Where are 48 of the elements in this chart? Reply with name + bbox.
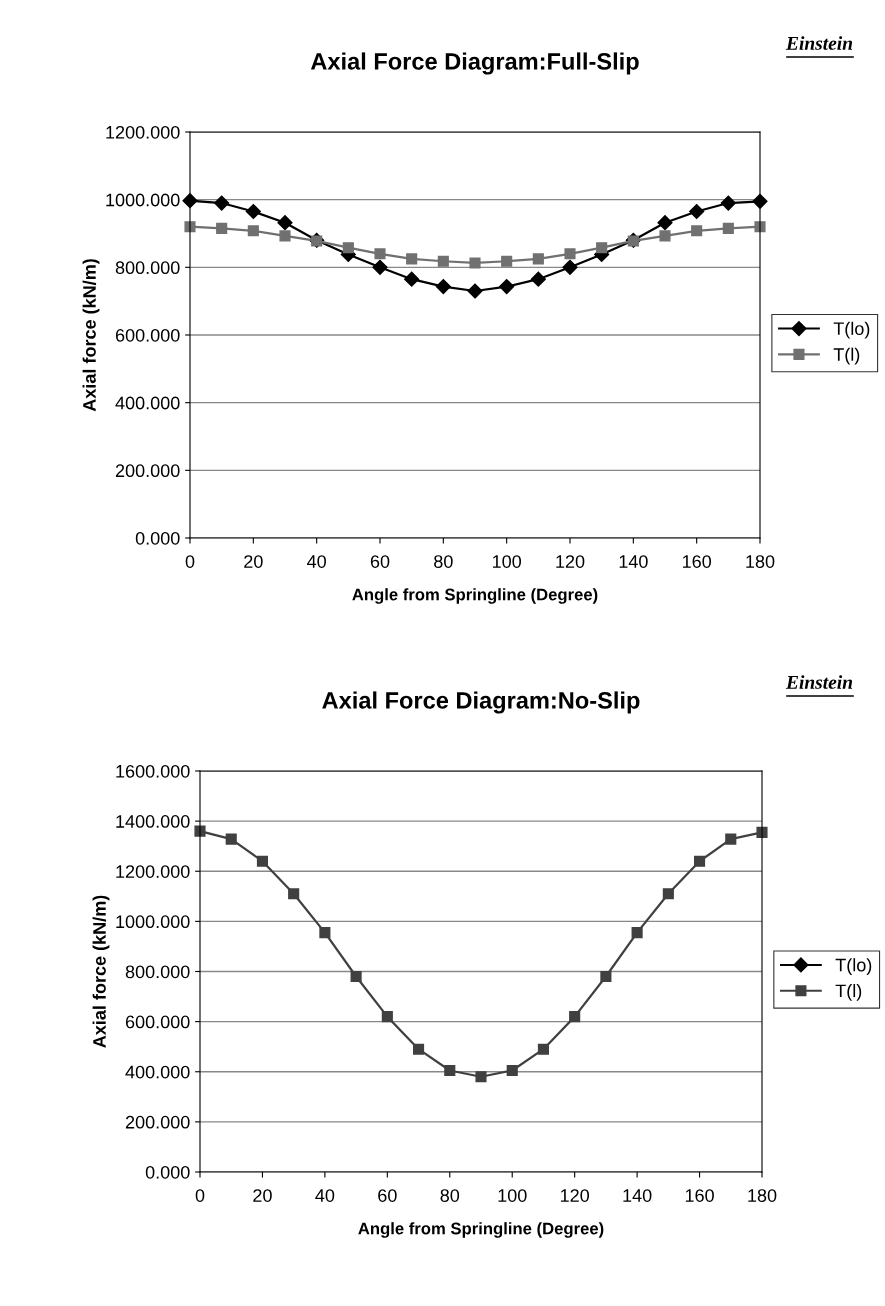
x-tick-label: 120	[560, 1189, 590, 1202]
x-axis-title: Angle from Springline (Degree)	[352, 588, 598, 604]
y-tick-label: 400.000	[125, 1065, 190, 1079]
chart-title: Axial Force Diagram:No-Slip	[322, 691, 640, 714]
x-tick-label: 20	[253, 1189, 272, 1202]
x-tick-label: 100	[492, 555, 522, 568]
x-tick-label: 100	[498, 1189, 527, 1202]
x-tick-label: 80	[440, 1189, 460, 1202]
y-tick-label: 1000.000	[106, 193, 180, 207]
x-tick-label: 40	[307, 555, 326, 568]
x-tick-label: 60	[370, 555, 390, 568]
x-tick-label: 0	[185, 555, 195, 568]
x-tick-label: 140	[619, 555, 648, 568]
x-tick-label: 160	[685, 1189, 714, 1202]
legend-label: T(lo)	[833, 321, 870, 339]
y-tick-label: 200.000	[125, 1115, 190, 1129]
y-tick-label: 1000.000	[116, 915, 190, 929]
y-tick-label: 1200.000	[116, 865, 190, 878]
x-tick-label: 180	[748, 1189, 777, 1202]
x-tick-label: 140	[623, 1189, 652, 1202]
x-axis-title: Angle from Springline (Degree)	[358, 1222, 604, 1238]
y-tick-label: 0.000	[135, 531, 180, 545]
x-tick-label: 0	[195, 1189, 205, 1202]
x-tick-label: 60	[378, 1189, 397, 1202]
text: Einstein	[785, 675, 853, 689]
legend-label: T(lo)	[835, 958, 872, 975]
y-tick-label: 1600.000	[116, 764, 190, 778]
y-tick-label: 200.000	[115, 464, 180, 478]
y-axis-title: Axial force (kN/m)	[92, 895, 110, 1048]
y-tick-label: 1400.000	[116, 815, 190, 828]
y-tick-label: 600.000	[125, 1015, 190, 1029]
legend-label: T(l)	[833, 347, 860, 365]
chart-title: Axial Force Diagram:Full-Slip	[310, 52, 639, 75]
legend-label: T(l)	[835, 984, 862, 1001]
x-tick-label: 160	[682, 555, 712, 568]
x-tick-label: 120	[556, 555, 585, 568]
x-tick-label: 20	[244, 555, 263, 568]
y-tick-label: 0.000	[145, 1165, 190, 1179]
x-tick-label: 40	[315, 1189, 335, 1202]
x-tick-label: 180	[746, 555, 775, 568]
y-tick-label: 400.000	[115, 396, 180, 410]
text: Einstein	[785, 36, 853, 50]
y-tick-label: 800.000	[125, 965, 190, 979]
y-tick-label: 1200.000	[106, 125, 180, 139]
x-tick-label: 80	[434, 555, 453, 568]
y-tick-label: 600.000	[115, 328, 180, 342]
y-tick-label: 800.000	[115, 261, 180, 275]
y-axis-title: Axial force (kN/m)	[82, 259, 100, 412]
